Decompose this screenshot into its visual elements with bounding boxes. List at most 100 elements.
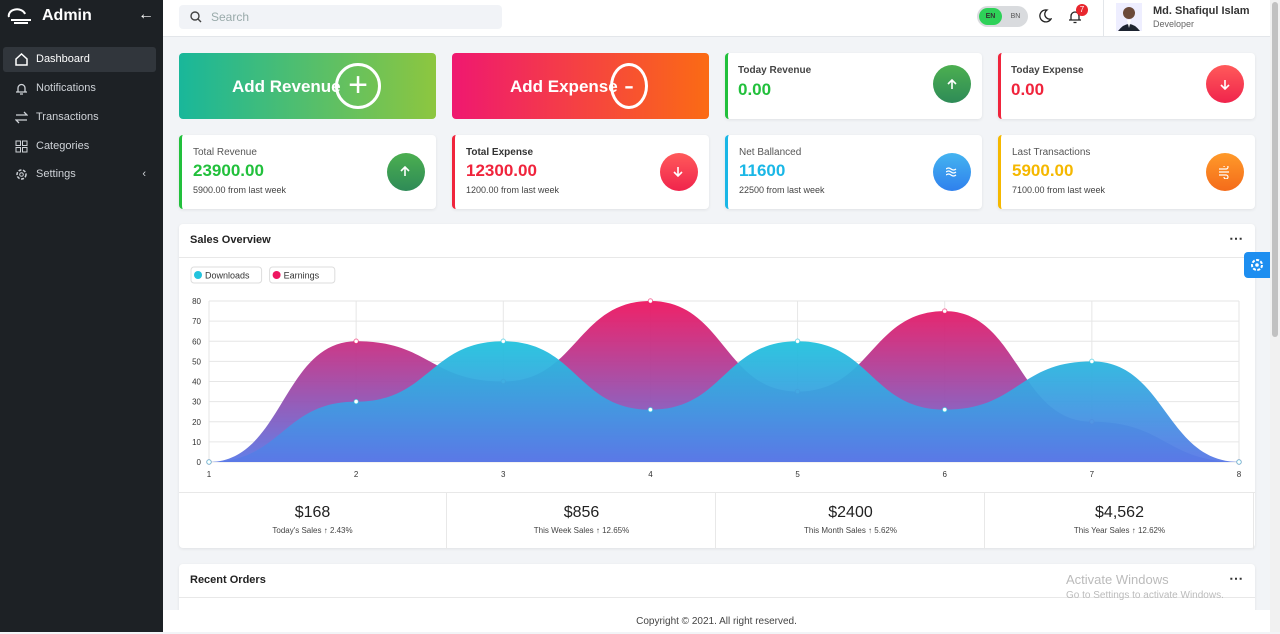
dark-mode-button[interactable] bbox=[1038, 9, 1052, 23]
menu-button[interactable]: ⋯ bbox=[1229, 570, 1243, 586]
point bbox=[500, 338, 506, 344]
x-tick-label: 6 bbox=[942, 470, 947, 479]
button-symbol: + bbox=[335, 63, 381, 109]
settings-float-button[interactable] bbox=[1244, 252, 1270, 278]
summary-change: 2.43% bbox=[329, 526, 353, 535]
sales-summary: $168 Today's Sales ↑ 2.43% $856 This Week S… bbox=[179, 492, 1255, 549]
y-tick-label: 70 bbox=[192, 317, 201, 326]
card-value: 12300.00 bbox=[466, 161, 537, 180]
x-tick-label: 8 bbox=[1237, 470, 1242, 479]
card-title: Recent Orders bbox=[190, 574, 266, 586]
point bbox=[942, 406, 948, 413]
point bbox=[206, 459, 212, 465]
legend-label: Downloads bbox=[205, 271, 250, 281]
card-title: Last Transactions bbox=[1012, 147, 1091, 158]
x-tick-label: 4 bbox=[648, 470, 653, 479]
today-revenue-card: Today Revenue 0.00 bbox=[725, 53, 982, 119]
area bbox=[209, 341, 1239, 462]
card-title: Total Revenue bbox=[193, 147, 257, 158]
summary-value: $168 bbox=[294, 504, 331, 521]
menu-item[interactable]: Dashboard bbox=[3, 47, 156, 72]
user-role: Developer bbox=[1153, 19, 1195, 29]
add-expense-button[interactable]: Add Expense - bbox=[452, 53, 709, 119]
sidebar: Admin ← Dashboard Notifications Transact… bbox=[0, 0, 163, 632]
card-title: Sales Overview bbox=[190, 234, 271, 246]
recent-orders-card: Recent Orders ⋯ bbox=[179, 564, 1255, 614]
card-value: 23900.00 bbox=[193, 161, 264, 180]
menu-item[interactable]: Settings ‹ bbox=[3, 162, 156, 187]
card-value: 0.00 bbox=[1011, 80, 1045, 99]
button-label: Add Expense bbox=[510, 77, 618, 96]
y-tick-label: 60 bbox=[192, 337, 201, 346]
point bbox=[1236, 459, 1242, 465]
summary-label: Today's Sales ↑ 2.43% bbox=[272, 526, 353, 535]
logo bbox=[7, 8, 31, 24]
legend-box bbox=[190, 266, 263, 284]
language-toggle[interactable]: EN BN bbox=[977, 6, 1028, 27]
summary-change: 12.62% bbox=[1137, 526, 1166, 535]
language: EN bbox=[979, 8, 1002, 25]
card-title: Today Expense bbox=[1011, 65, 1084, 76]
search-box[interactable]: Search bbox=[179, 5, 502, 29]
point bbox=[794, 338, 801, 344]
summary-label: This Month Sales ↑ 5.62% bbox=[804, 526, 897, 535]
stat-icon bbox=[387, 153, 425, 191]
y-tick-label: 30 bbox=[192, 398, 201, 407]
point bbox=[942, 308, 948, 314]
menu-item[interactable]: Notifications bbox=[3, 76, 156, 101]
language: BN bbox=[1010, 13, 1021, 20]
point bbox=[647, 298, 654, 304]
watermark-subtitle: Go to Settings to activate Windows. bbox=[1066, 590, 1224, 601]
legend-swatch bbox=[194, 271, 202, 279]
menu-label: Dashboard bbox=[36, 53, 90, 65]
stat-icon bbox=[933, 153, 971, 191]
summary-change: 12.65% bbox=[602, 526, 630, 535]
y-tick-label: 50 bbox=[192, 357, 201, 366]
legend-label: Earnings bbox=[284, 271, 320, 281]
stat-card: Total Revenue 23900.00 5900.00 from last w… bbox=[179, 135, 436, 209]
x-tick-label: 2 bbox=[354, 470, 359, 479]
collapse-button[interactable]: ← bbox=[138, 6, 154, 23]
menu-item[interactable]: Categories bbox=[3, 134, 156, 159]
y-tick-label: 0 bbox=[197, 458, 202, 467]
card-value: 11600 bbox=[739, 161, 786, 180]
topbar: Search EN BN 7 Md. Shafiqul Islam Develo… bbox=[163, 0, 1270, 37]
brand: Admin bbox=[42, 7, 92, 24]
legend-box bbox=[269, 266, 336, 284]
y-tick-label: 20 bbox=[192, 418, 201, 427]
menu-button[interactable]: ⋯ bbox=[1229, 230, 1243, 246]
point bbox=[353, 398, 359, 405]
summary-label: This Week Sales ↑ 12.65% bbox=[533, 526, 630, 535]
sales-overview-card: Sales Overview ⋯ 0 10 20 30 40 50 60 70 80 1 2 3 4 5 6… bbox=[179, 224, 1255, 549]
card-note: 1200.00 from last week bbox=[466, 185, 560, 195]
summary-caption: This Year Sales bbox=[1073, 526, 1130, 535]
stat-card: Total Expense 12300.00 1200.00 from last w… bbox=[452, 135, 709, 209]
legend-swatch bbox=[272, 271, 281, 279]
summary-cell: $168 Today's Sales ↑ 2.43% bbox=[179, 493, 447, 549]
add-revenue-button[interactable]: Add Revenue + bbox=[179, 53, 436, 119]
summary-cell: $4,562 This Year Sales ↑ 12.62% bbox=[986, 493, 1254, 549]
x-tick-label: 3 bbox=[501, 470, 506, 479]
area-chart: 0 10 20 30 40 50 60 70 80 1 2 3 4 5 6 7 8 Downloads Earnin… bbox=[190, 266, 1242, 479]
notification-bell[interactable] bbox=[1068, 9, 1082, 24]
menu-label: Settings bbox=[36, 168, 76, 180]
menu-item[interactable]: Transactions bbox=[3, 105, 156, 130]
summary-label: This Year Sales ↑ 12.62% bbox=[1073, 526, 1166, 535]
y-tick-label: 10 bbox=[192, 438, 201, 447]
notification-count: 7 bbox=[1076, 4, 1088, 16]
button-symbol: - bbox=[610, 63, 648, 109]
x-tick-label: 7 bbox=[1090, 470, 1095, 479]
summary-cell: $856 This Week Sales ↑ 12.65% bbox=[448, 493, 716, 549]
stat-card: Net Ballanced 11600 22500 from last week bbox=[725, 135, 982, 209]
avatar bbox=[1116, 3, 1142, 31]
y-tick-label: 80 bbox=[192, 297, 201, 306]
search-placeholder: Search bbox=[211, 10, 250, 24]
summary-caption: This Month Sales bbox=[804, 526, 866, 535]
today-expense-card: Today Expense 0.00 bbox=[998, 53, 1255, 119]
stat-icon bbox=[1206, 153, 1244, 191]
summary-caption: Today's Sales bbox=[272, 526, 322, 535]
y-tick-label: 40 bbox=[192, 378, 201, 387]
x-tick-label: 5 bbox=[795, 470, 800, 479]
card-title: Net Ballanced bbox=[739, 147, 802, 158]
summary-change: 5.62% bbox=[874, 526, 897, 535]
